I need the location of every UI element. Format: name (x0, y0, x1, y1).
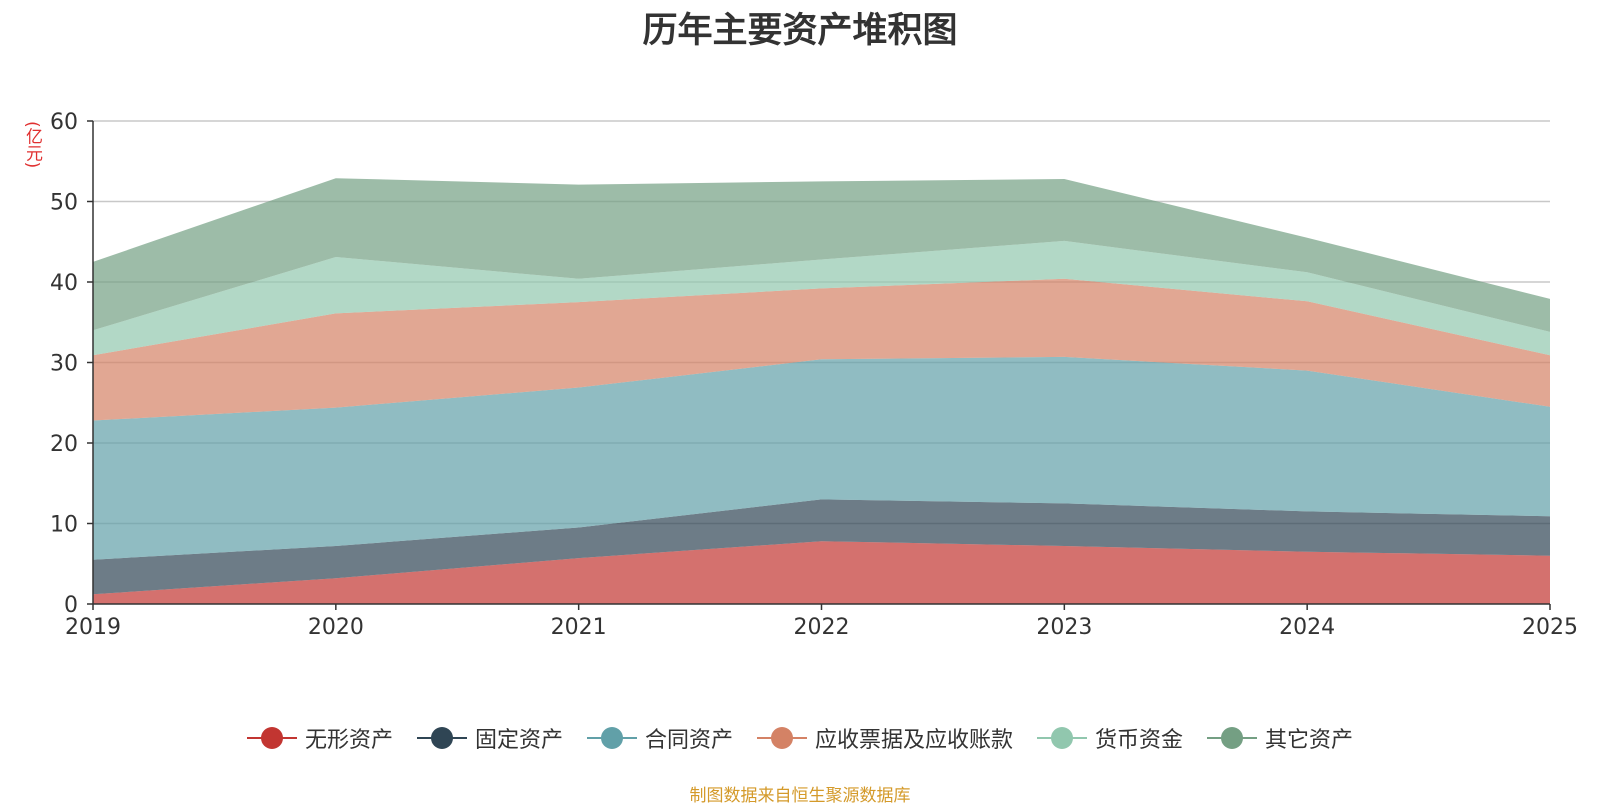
axes: 0 10 20 30 40 50 60 2019 2020 2021 2022 2023 2024 202… (50, 110, 1578, 640)
x-tick-label: 2019 (65, 615, 121, 640)
area-其它资产 (93, 178, 1550, 332)
area-应收票据及应收账款 (93, 278, 1550, 421)
x-tick-label: 2024 (1279, 615, 1335, 640)
area-合同资产 (93, 356, 1550, 560)
legend-item[interactable]: 其它资产 (1207, 722, 1353, 754)
legend-symbol-icon (757, 726, 807, 750)
legend: 无形资产 固定资产 合同资产 应收票据及应收账款 货币资金 其它资产 (0, 720, 1600, 756)
legend-item[interactable]: 合同资产 (586, 722, 733, 754)
y-tick-label: 40 (50, 271, 78, 296)
y-tick-label: 60 (50, 110, 78, 135)
chart-title: 历年主要资产堆积图 (642, 11, 958, 51)
legend-label: 固定资产 (474, 728, 563, 753)
legend-item[interactable]: 无形资产 (246, 722, 393, 754)
legend-symbol-icon (416, 726, 467, 750)
legend-label: 无形资产 (304, 728, 393, 753)
x-tick-label: 2022 (794, 615, 850, 640)
area-货币资金 (93, 240, 1550, 356)
legend-label: 货币资金 (1095, 728, 1184, 753)
y-tick-label: 30 (50, 352, 78, 377)
legend-label: 其它资产 (1265, 728, 1354, 753)
area-固定资产 (93, 499, 1550, 595)
legend-symbol-icon (1207, 726, 1258, 750)
legend-item[interactable]: 固定资产 (416, 722, 563, 754)
x-tick-label: 2020 (308, 615, 364, 640)
source-note: 制图数据来自恒生聚源数据库 (689, 786, 911, 806)
legend-symbol-icon (1037, 726, 1088, 750)
y-axis-unit-label: (亿元) (22, 121, 42, 169)
x-tick-label: 2023 (1036, 615, 1092, 640)
x-tick-label: 2025 (1522, 615, 1578, 640)
legend-item[interactable]: 货币资金 (1037, 722, 1183, 754)
legend-item[interactable]: 应收票据及应收账款 (757, 722, 1013, 754)
y-tick-label: 10 (50, 513, 78, 538)
legend-label: 应收票据及应收账款 (815, 728, 1014, 753)
y-tick-label: 20 (50, 432, 78, 457)
legend-symbol-icon (246, 726, 297, 750)
y-tick-label: 50 (50, 191, 78, 216)
area-无形资产 (93, 541, 1550, 604)
legend-symbol-icon (586, 726, 637, 750)
legend-label: 合同资产 (644, 728, 733, 753)
x-tick-label: 2021 (551, 615, 607, 640)
y-tick-label: 0 (64, 593, 78, 618)
area-series (93, 178, 1550, 604)
